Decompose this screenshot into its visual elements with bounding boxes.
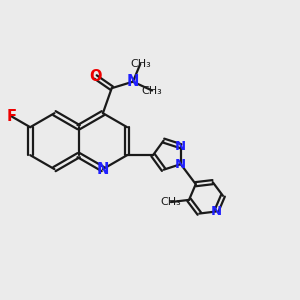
Text: CH₃: CH₃ [130, 59, 151, 69]
Text: O: O [89, 70, 102, 85]
Text: N: N [175, 140, 186, 153]
Text: CH₃: CH₃ [160, 197, 181, 207]
Text: N: N [175, 158, 186, 171]
Text: F: F [6, 109, 16, 124]
Text: N: N [127, 74, 139, 89]
Text: N: N [211, 205, 222, 218]
Text: N: N [97, 162, 109, 177]
Text: CH₃: CH₃ [142, 85, 162, 95]
